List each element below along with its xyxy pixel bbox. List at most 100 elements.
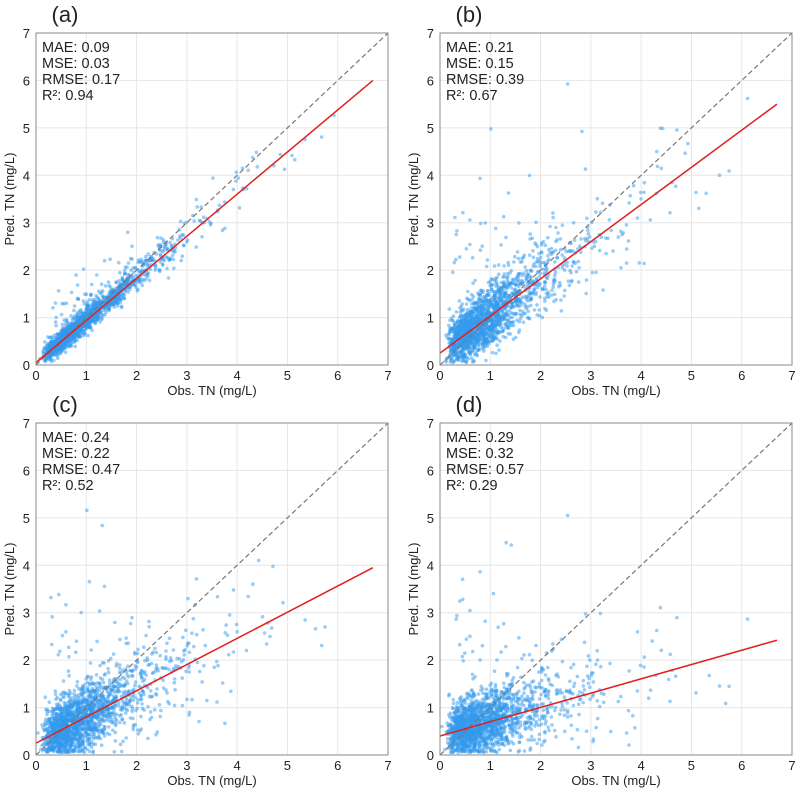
metric-text: MSE: 0.03 <box>42 56 110 72</box>
data-point <box>195 205 199 209</box>
data-point <box>451 334 456 338</box>
y-tick-label: 7 <box>23 26 30 41</box>
data-point <box>303 618 308 622</box>
data-point <box>217 203 222 208</box>
data-point <box>472 343 477 347</box>
data-point <box>452 359 457 363</box>
data-point <box>544 275 549 280</box>
data-point <box>182 649 186 653</box>
data-point <box>75 296 80 301</box>
data-point <box>493 226 498 231</box>
x-tick-label: 2 <box>133 368 140 383</box>
data-point <box>464 359 469 364</box>
data-point <box>271 564 275 569</box>
data-point <box>72 314 77 318</box>
data-point <box>565 264 569 268</box>
data-point <box>167 636 172 641</box>
data-point <box>455 229 459 233</box>
y-tick-label: 2 <box>23 263 30 278</box>
data-point <box>694 190 698 195</box>
data-point <box>459 354 464 359</box>
data-point <box>514 298 519 303</box>
data-point <box>486 280 491 285</box>
x-tick-label: 4 <box>234 368 241 383</box>
x-tick-label: 7 <box>384 368 391 383</box>
data-point <box>529 303 533 308</box>
data-point <box>526 316 531 320</box>
data-point <box>47 354 52 358</box>
data-point <box>571 260 576 264</box>
y-tick-label: 4 <box>23 168 30 183</box>
data-point <box>116 700 121 705</box>
data-point <box>166 276 171 280</box>
data-point <box>106 280 111 284</box>
data-point <box>147 278 152 283</box>
panel-label: (b) <box>456 2 483 27</box>
data-point <box>106 659 111 663</box>
data-point <box>556 231 560 235</box>
data-point <box>465 336 469 341</box>
data-point <box>53 320 58 324</box>
data-point <box>628 193 632 198</box>
data-point <box>319 135 324 139</box>
data-point <box>553 248 558 253</box>
data-point <box>142 645 146 649</box>
data-point <box>509 281 513 286</box>
data-point <box>538 281 542 286</box>
data-point <box>234 622 239 627</box>
data-point <box>458 319 463 323</box>
data-point <box>161 686 166 690</box>
data-point <box>493 293 498 298</box>
data-point <box>526 272 531 276</box>
data-point <box>490 289 494 294</box>
data-point <box>107 678 112 682</box>
data-point <box>464 312 469 316</box>
data-point <box>538 264 542 269</box>
data-point <box>142 708 146 712</box>
data-point <box>458 306 462 310</box>
data-point <box>179 258 184 263</box>
data-point <box>168 240 172 245</box>
data-point <box>495 275 499 280</box>
data-point <box>82 682 87 687</box>
data-point <box>118 682 122 686</box>
data-point <box>194 197 199 202</box>
data-point <box>131 698 136 703</box>
data-point <box>528 237 532 241</box>
data-point <box>474 340 479 345</box>
data-point <box>113 739 118 743</box>
data-point <box>523 305 528 309</box>
data-point <box>604 251 608 256</box>
data-point <box>231 650 236 654</box>
data-point <box>185 697 189 702</box>
data-point <box>147 624 151 629</box>
data-point <box>133 722 137 727</box>
data-point <box>584 278 589 282</box>
data-point <box>494 301 498 306</box>
data-point <box>103 284 108 288</box>
data-point <box>507 323 512 328</box>
data-point <box>498 292 502 297</box>
data-point <box>487 309 491 314</box>
data-point <box>484 264 489 269</box>
data-point <box>482 349 486 353</box>
data-point <box>697 206 701 211</box>
data-point <box>502 293 507 297</box>
data-point <box>102 673 107 677</box>
data-point <box>122 268 127 273</box>
x-tick-label: 7 <box>788 368 795 383</box>
data-point <box>547 295 551 299</box>
data-point <box>85 307 89 311</box>
data-point <box>181 243 186 248</box>
data-point <box>551 215 555 220</box>
y-tick-label: 7 <box>23 416 30 431</box>
data-point <box>125 230 130 235</box>
data-point <box>139 280 143 285</box>
data-point <box>446 337 451 341</box>
data-point <box>562 256 567 260</box>
data-point <box>97 609 102 613</box>
data-point <box>118 720 122 725</box>
data-point <box>58 337 62 342</box>
data-point <box>485 339 490 343</box>
